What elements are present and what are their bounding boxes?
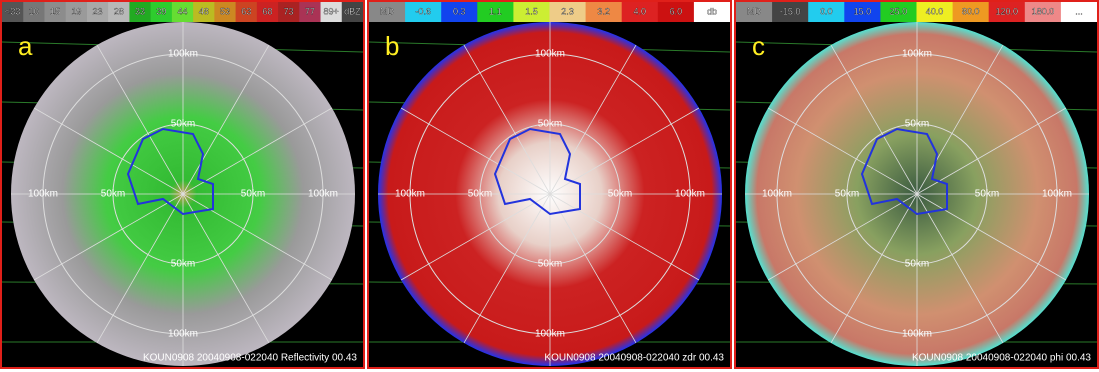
range-label: 100km (1042, 189, 1072, 200)
range-label: 100km (535, 329, 565, 340)
colorbar-label: 89+ (324, 6, 339, 16)
colorbar-label: 33 (135, 6, 145, 16)
range-label: 100km (762, 189, 792, 200)
colorbar-label: 80.0 (962, 6, 980, 16)
colorbar-label: 2.3 (561, 6, 574, 16)
range-label: 100km (902, 329, 932, 340)
colorbar-label: 0.3 (453, 6, 466, 16)
range-label: 100km (28, 189, 58, 200)
range-label: 50km (101, 189, 125, 200)
colorbar-label: 44 (177, 6, 187, 16)
radar-panel: 100km 50km 100km 50km 50km 100km 50km 100km <33 1… (0, 0, 365, 369)
panel-svg: 100km 50km 100km 50km 50km 100km 50km 100km MD -0… (369, 2, 730, 367)
range-label: 100km (308, 189, 338, 200)
colorbar-label: MD (747, 6, 761, 16)
range-label: 50km (975, 189, 999, 200)
colorbar-label: dBZ (344, 6, 361, 16)
panel-label: a (18, 31, 33, 61)
panel-label: b (385, 31, 399, 61)
colorbar-label: 25.0 (890, 6, 908, 16)
footer-text: KOUN0908 20040908-022040 Reflectivity 00… (143, 353, 357, 364)
range-label: 50km (171, 119, 195, 130)
colorbar-label: db (707, 6, 717, 16)
colorbar-label: ... (1075, 6, 1083, 16)
range-label: 100km (168, 329, 198, 340)
range-label: 50km (608, 189, 632, 200)
range-label: 50km (468, 189, 492, 200)
colorbar-label: 10 (29, 6, 39, 16)
range-label: 50km (538, 259, 562, 270)
range-label: 100km (675, 189, 705, 200)
colorbar-label: 0.0 (820, 6, 833, 16)
range-label: 100km (902, 49, 932, 60)
panel-label: c (752, 31, 765, 61)
colorbar-label: 63 (241, 6, 251, 16)
range-label: 100km (395, 189, 425, 200)
panel-svg: 100km 50km 100km 50km 50km 100km 50km 100km <33 1… (2, 2, 363, 367)
colorbar-label: 68 (262, 6, 272, 16)
range-label: 50km (241, 189, 265, 200)
range-label: 50km (538, 119, 562, 130)
range-label: 50km (171, 259, 195, 270)
colorbar-label: 28 (114, 6, 124, 16)
colorbar-label: 15 (50, 6, 60, 16)
page: 100km 50km 100km 50km 50km 100km 50km 100km <33 1… (0, 0, 1099, 369)
colorbar-label: 6.0 (670, 6, 683, 16)
footer-text: KOUN0908 20040908-022040 phi 00.43 (912, 353, 1091, 364)
colorbar-label: -0.6 (415, 6, 431, 16)
colorbar-label: 180.0 (1032, 6, 1055, 16)
colorbar-label: 15.0 (854, 6, 872, 16)
colorbar-label: 19 (71, 6, 81, 16)
colorbar-label: <33 (5, 6, 20, 16)
footer-text: KOUN0908 20040908-022040 zdr 00.43 (544, 353, 724, 364)
radar-panel: 100km 50km 100km 50km 50km 100km 50km 100km MD -0… (367, 0, 732, 369)
range-label: 50km (905, 259, 929, 270)
radar-panel: 100km 50km 100km 50km 50km 100km 50km 100km MD -1… (734, 0, 1099, 369)
colorbar-label: 1.1 (489, 6, 502, 16)
colorbar-label: 48 (199, 6, 209, 16)
range-label: 50km (835, 189, 859, 200)
range-label: 50km (905, 119, 929, 130)
colorbar-label: 23 (93, 6, 103, 16)
colorbar-label: -15.0 (780, 6, 801, 16)
colorbar-label: 1.5 (525, 6, 538, 16)
panel-svg: 100km 50km 100km 50km 50km 100km 50km 100km MD -1… (736, 2, 1097, 367)
colorbar-label: 3.2 (597, 6, 610, 16)
colorbar-label: 73 (284, 6, 294, 16)
colorbar-label: MD (380, 6, 394, 16)
colorbar-label: 77 (305, 6, 315, 16)
colorbar-label: 40.0 (926, 6, 944, 16)
colorbar-label: 39 (156, 6, 166, 16)
range-label: 100km (535, 49, 565, 60)
range-label: 100km (168, 49, 198, 60)
colorbar-label: 53 (220, 6, 230, 16)
colorbar-label: 4.0 (633, 6, 646, 16)
colorbar-label: 120.0 (995, 6, 1018, 16)
